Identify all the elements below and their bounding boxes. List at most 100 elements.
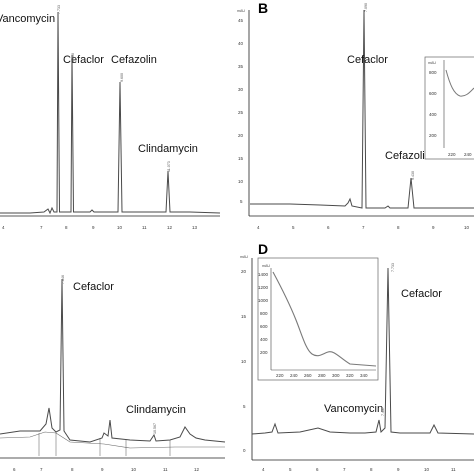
panel-b-inset: mAU 800 600 400 200 220 240	[424, 56, 474, 160]
panel-b-x-tick: 6	[327, 225, 330, 230]
panel-a-peak-label: Clindamycin	[138, 143, 198, 155]
panel-a-x-tick: 12	[167, 225, 173, 230]
panel-d-y-tick: 20	[241, 269, 247, 274]
panel-d-x-tick: 7	[343, 467, 346, 472]
panel-d-y-tick: 0	[243, 448, 246, 453]
panel-c: Cefaclor Clindamycin 7.846 10.567 6 7 8 …	[0, 275, 226, 472]
panel-b-x-tick: 10	[464, 225, 470, 230]
panel-d-peak-label: Cefaclor	[401, 288, 442, 300]
panel-c-baseline	[0, 431, 225, 449]
panel-a-peak-label: Vancomycin	[0, 13, 55, 25]
panel-b-inset-frame	[424, 56, 474, 160]
panel-b-peak-label: Cefaclor	[347, 54, 388, 66]
panel-c-trace	[0, 278, 226, 443]
panel-d-inset-y-tick: 200	[260, 350, 268, 355]
panel-b-x-tick: 8	[397, 225, 400, 230]
panel-a-x-tick: 13	[192, 225, 198, 230]
panel-d-peak-label: Vancomycin	[324, 403, 383, 415]
panel-c-x-tick: 8	[71, 467, 74, 472]
panel-b-trace	[250, 9, 474, 209]
panel-b-peak-label: Cefazolin	[385, 150, 431, 162]
panel-d-inset-frame	[257, 257, 379, 381]
panel-b-inset-y-tick: 400	[429, 112, 437, 117]
panel-b-rt-label: 7.090	[364, 3, 368, 12]
panel-a-peak-label: Cefaclor	[63, 54, 104, 66]
panel-b-inset-y-tick: 200	[429, 133, 437, 138]
panel-d-trace	[251, 267, 474, 435]
panel-d-inset-y-tick: 600	[260, 324, 268, 329]
panel-b-y-tick: 35	[238, 64, 244, 69]
panel-d-x-tick: 11	[451, 467, 456, 472]
panel-d-x-tick: 5	[289, 467, 292, 472]
panel-b-inset-y-tick: 800	[429, 70, 437, 75]
panel-d-inset-x-tick: 240	[290, 373, 298, 378]
panel-a-x-tick: 8	[65, 225, 68, 230]
panel-d-inset-x-tick: 260	[304, 373, 312, 378]
panel-a-x-tick: 11	[142, 225, 147, 230]
panel-d-x-tick: 8	[370, 467, 373, 472]
panel-d-y-ticks: 20 15 10 5 0	[241, 269, 247, 453]
panel-d-inset-x-tick: 300	[332, 373, 340, 378]
panel-c-x-tick: 11	[163, 467, 168, 472]
panel-b-inset-y-unit: mAU	[428, 61, 436, 65]
panel-b-inset-y-tick: 600	[429, 91, 437, 96]
panel-b-y-tick: 25	[238, 110, 244, 115]
panel-d-y-tick: 15	[241, 314, 247, 319]
panel-c-x-tick: 12	[194, 467, 200, 472]
panel-b-y-tick: 20	[238, 133, 244, 138]
panel-d-inset-y-tick: 800	[260, 311, 268, 316]
panel-b-x-tick: 5	[292, 225, 295, 230]
panel-a-x-tick: 9	[92, 225, 95, 230]
panel-b-letter: B	[258, 0, 268, 16]
panel-d-letter: D	[258, 241, 268, 257]
panel-c-peak-label: Cefaclor	[73, 281, 114, 293]
panel-a: Vancomycin Cefaclor Cefazolin Clindamyci…	[0, 5, 221, 230]
panel-d-inset-y-tick: 400	[260, 337, 268, 342]
panel-d-y-tick: 10	[241, 359, 247, 364]
panel-d-inset: mAU 1400 1200 1000 800 600 400 200 220 2…	[257, 257, 379, 381]
panel-d-y-tick: 5	[243, 404, 246, 409]
panel-c-x-tick: 6	[13, 467, 16, 472]
panel-b-x-tick: 7	[362, 225, 365, 230]
panel-d-x-tick: 9	[397, 467, 400, 472]
panel-b-inset-x-tick: 220	[448, 152, 456, 157]
panel-b-inset-x-tick: 240	[464, 152, 472, 157]
panel-b-y-tick: 10	[238, 179, 244, 184]
panel-a-trace	[0, 11, 221, 215]
panel-d-inset-y-tick: 1000	[258, 298, 269, 303]
panel-a-rt-label: 11.073	[167, 161, 171, 172]
panel-b: B mAU 45 40 35 30 25 20 15 10 5 Cefaclor…	[237, 0, 474, 230]
panel-d-inset-trace	[272, 271, 377, 367]
panel-b-y-tick: 40	[238, 41, 244, 46]
panel-d-inset-x-tick: 340	[360, 373, 368, 378]
panel-b-x-ticks: 4 5 6 7 8 9 10	[257, 225, 470, 230]
panel-b-rt-label: 9.430	[411, 171, 415, 180]
panel-a-peak-label: Cefazolin	[111, 54, 157, 66]
panel-a-x-tick: 4	[2, 225, 5, 230]
panel-b-y-tick: 5	[240, 199, 243, 204]
panel-a-rt-label: 8.100	[71, 53, 75, 62]
panel-c-rt-label: 7.846	[61, 275, 65, 284]
panel-d-x-tick: 4	[262, 467, 265, 472]
panel-d-x-tick: 6	[316, 467, 319, 472]
panel-d-x-ticks: 4 5 6 7 8 9 10 11	[262, 467, 456, 472]
panel-c-x-tick: 7	[40, 467, 43, 472]
panel-a-x-tick: 7	[40, 225, 43, 230]
panel-d-rt-label: 7.733	[391, 263, 395, 272]
panel-d-inset-x-tick: 320	[346, 373, 354, 378]
panel-b-y-ticks: 45 40 35 30 25 20 15 10 5	[238, 18, 244, 204]
panel-d-inset-x-tick: 280	[318, 373, 326, 378]
panel-b-x-tick: 9	[432, 225, 435, 230]
panel-a-x-ticks: 4 7 8 9 10 11 12 13	[2, 225, 198, 230]
panel-d: D mAU 20 15 10 5 0 Vancomycin Cefaclor 7…	[240, 241, 474, 472]
panel-b-inset-trace	[445, 69, 474, 97]
panel-d-x-tick: 10	[424, 467, 430, 472]
panel-c-x-ticks: 6 7 8 9 10 11 12	[13, 467, 200, 472]
panel-b-y-tick: 30	[238, 87, 244, 92]
panel-b-y-tick: 15	[238, 156, 244, 161]
panel-b-y-tick: 45	[238, 18, 244, 23]
panel-d-inset-y-tick: 1200	[258, 285, 269, 290]
panel-a-x-tick: 10	[117, 225, 123, 230]
panel-d-inset-y-tick: 1400	[258, 272, 269, 277]
